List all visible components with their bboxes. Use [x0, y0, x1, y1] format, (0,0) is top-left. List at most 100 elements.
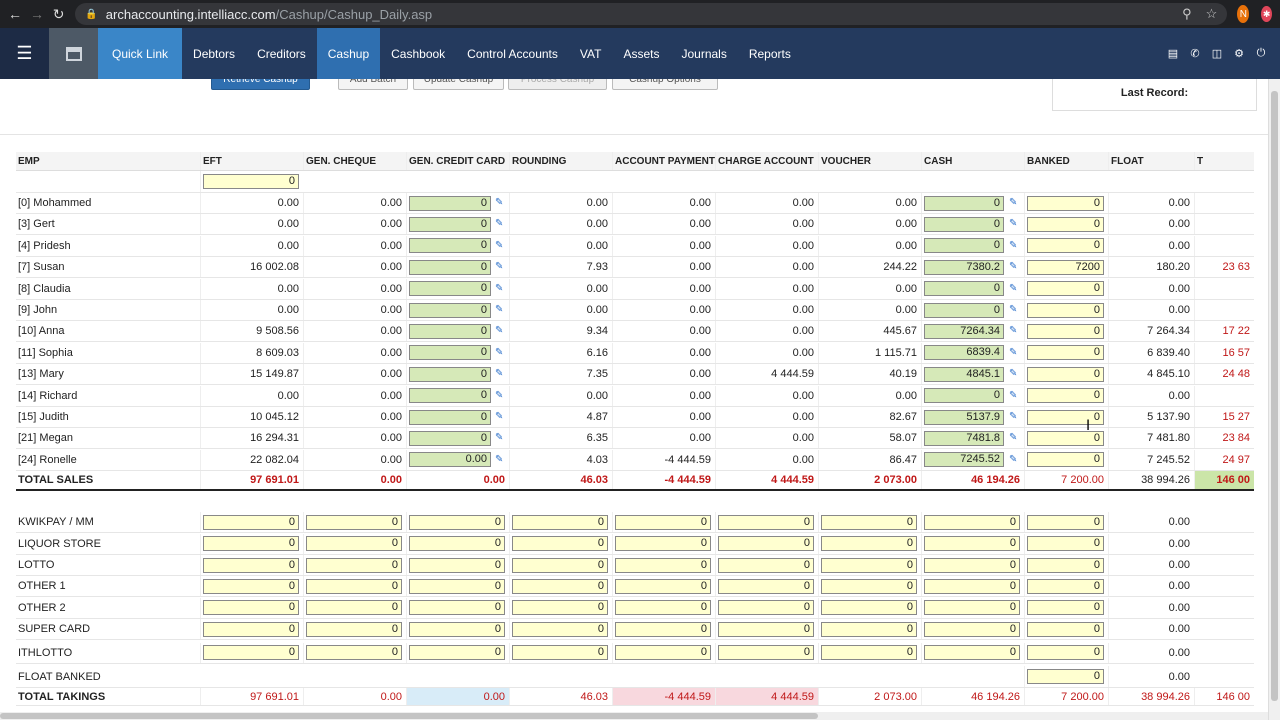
extra-input[interactable]: 0	[203, 600, 299, 616]
extra-input[interactable]: 0	[1027, 557, 1104, 573]
edit-icon[interactable]: ✎	[1009, 453, 1018, 465]
edit-icon[interactable]: ✎	[1009, 261, 1018, 273]
forward-icon[interactable]: →	[30, 6, 44, 22]
extra-input[interactable]: 0	[409, 514, 505, 530]
edit-icon[interactable]: ✎	[1009, 432, 1018, 444]
cash-input[interactable]: 0	[924, 238, 1004, 254]
zoom-icon[interactable]: ⚲	[1182, 6, 1192, 21]
banked-input[interactable]: 7200	[1027, 259, 1104, 275]
edit-icon[interactable]: ✎	[495, 453, 504, 465]
extra-input[interactable]: 0	[615, 536, 711, 552]
edit-icon[interactable]: ✎	[495, 432, 504, 444]
edit-icon[interactable]: ✎	[1009, 304, 1018, 315]
nav-control-accounts[interactable]: Control Accounts	[467, 46, 558, 61]
banked-input[interactable]: 0	[1027, 409, 1104, 425]
extra-input[interactable]: 0	[409, 600, 505, 616]
extra-input[interactable]: 0	[615, 621, 711, 637]
edit-icon[interactable]: ✎	[495, 218, 504, 230]
nav-cashup[interactable]: Cashup	[316, 28, 381, 79]
extra-input[interactable]: 0	[1027, 645, 1104, 661]
cash-input[interactable]: 0	[924, 195, 1004, 211]
extra-input[interactable]: 0	[409, 645, 505, 661]
edit-icon[interactable]: ✎	[495, 389, 504, 401]
extra-input[interactable]: 0	[615, 578, 711, 594]
cash-input[interactable]: 7380.2	[924, 259, 1004, 275]
vertical-scrollbar[interactable]	[1268, 79, 1280, 720]
banked-input[interactable]: 0	[1027, 388, 1104, 404]
extra-input[interactable]: 0	[203, 557, 299, 573]
edit-icon[interactable]: ✎	[495, 325, 504, 337]
reload-icon[interactable]: ↻	[52, 5, 65, 22]
extra-input[interactable]: 0	[1027, 536, 1104, 552]
edit-icon[interactable]: ✎	[495, 239, 504, 251]
extra-input[interactable]: 0	[306, 578, 402, 594]
cash-input[interactable]: 0	[924, 216, 1004, 232]
extra-input[interactable]: 0	[615, 557, 711, 573]
banked-input[interactable]: 0	[1027, 452, 1104, 468]
extra-input[interactable]: 0	[409, 536, 505, 552]
cash-input[interactable]: 0	[924, 302, 1004, 318]
edit-icon[interactable]: ✎	[1009, 411, 1018, 422]
credit-card-input[interactable]: 0	[409, 430, 491, 446]
extra-input[interactable]: 0	[203, 621, 299, 637]
edit-icon[interactable]: ✎	[495, 368, 504, 380]
layout-icon[interactable]: ◫	[1211, 48, 1223, 60]
extra-input[interactable]: 0	[821, 600, 917, 616]
extra-input[interactable]: 0	[1027, 600, 1104, 616]
edit-icon[interactable]: ✎	[1009, 368, 1018, 380]
credit-card-input[interactable]: 0	[409, 281, 491, 297]
credit-card-input[interactable]: 0	[409, 409, 491, 425]
cash-input[interactable]: 0	[924, 281, 1004, 297]
credit-card-input[interactable]: 0	[409, 259, 491, 275]
process-cashup-button[interactable]: Process Cashup	[508, 79, 607, 90]
extra-input[interactable]: 0	[306, 600, 402, 616]
nav-cashbook[interactable]: Cashbook	[391, 46, 446, 61]
extension-icon[interactable]: ✱	[1261, 6, 1272, 22]
extra-input[interactable]: 0	[512, 621, 608, 637]
nav-debtors[interactable]: Debtors	[193, 46, 236, 61]
extra-input[interactable]: 0	[512, 536, 608, 552]
edit-icon[interactable]: ✎	[495, 282, 504, 294]
edit-icon[interactable]: ✎	[495, 346, 504, 358]
extra-input[interactable]: 0	[512, 557, 608, 573]
address-bar[interactable]: 🔒 archaccounting.intelliacc.com/Cashup/C…	[75, 3, 1228, 25]
edit-icon[interactable]: ✎	[1009, 282, 1018, 294]
extra-input[interactable]: 0	[718, 621, 814, 637]
edit-icon[interactable]: ✎	[1009, 218, 1018, 230]
edit-icon[interactable]: ✎	[1009, 325, 1018, 337]
extra-input[interactable]: 0	[718, 536, 814, 552]
nav-assets[interactable]: Assets	[623, 46, 660, 61]
extra-input[interactable]: 0	[718, 645, 814, 661]
nav-quick-link[interactable]: Quick Link	[98, 28, 183, 79]
extra-input[interactable]: 0	[718, 578, 814, 594]
edit-icon[interactable]: ✎	[495, 261, 504, 273]
extra-input[interactable]: 0	[821, 536, 917, 552]
extra-input[interactable]: 0	[924, 600, 1020, 616]
float-banked-input[interactable]: 0	[1027, 669, 1104, 684]
extra-input[interactable]: 0	[512, 645, 608, 661]
extra-input[interactable]: 0	[306, 536, 402, 552]
edit-icon[interactable]: ✎	[1009, 197, 1018, 208]
extra-input[interactable]: 0	[924, 514, 1020, 530]
edit-icon[interactable]: ✎	[495, 411, 504, 422]
cash-input[interactable]: 7245.52	[924, 452, 1004, 468]
extra-input[interactable]: 0	[615, 600, 711, 616]
extra-input[interactable]: 0	[512, 600, 608, 616]
extra-input[interactable]: 0	[821, 514, 917, 530]
extra-input[interactable]: 0	[615, 514, 711, 530]
cash-input[interactable]: 7264.34	[924, 323, 1004, 339]
extra-input[interactable]: 0	[306, 621, 402, 637]
extra-input[interactable]: 0	[512, 514, 608, 530]
banked-input[interactable]: 0	[1027, 366, 1104, 382]
retrieve-cashup-button[interactable]: Retrieve Cashup	[211, 79, 310, 90]
edit-icon[interactable]: ✎	[1009, 389, 1018, 401]
extra-input[interactable]: 0	[306, 514, 402, 530]
extra-input[interactable]: 0	[203, 514, 299, 530]
add-batch-button[interactable]: Add Batch	[338, 79, 408, 90]
profile-avatar[interactable]: N	[1237, 5, 1250, 23]
power-icon[interactable]: ⏻	[1256, 47, 1266, 59]
extra-input[interactable]: 0	[821, 557, 917, 573]
book-icon[interactable]: ▤	[1167, 48, 1179, 60]
edit-icon[interactable]: ✎	[1009, 239, 1018, 251]
credit-card-input[interactable]: 0	[409, 323, 491, 339]
